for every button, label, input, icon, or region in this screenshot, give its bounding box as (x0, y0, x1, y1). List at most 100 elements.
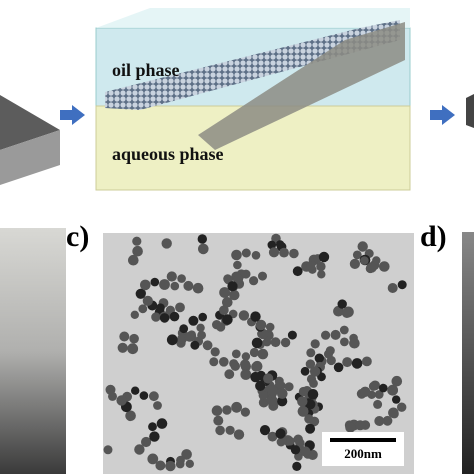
nanoparticle (241, 352, 251, 361)
nanoparticle (310, 339, 320, 349)
nanoparticle (141, 436, 152, 448)
nanoparticle (267, 431, 278, 442)
nanoparticle (258, 397, 269, 408)
nanoparticle (240, 369, 252, 380)
nanoparticle (135, 288, 146, 299)
nanoparticle (161, 238, 172, 249)
nanoparticle (233, 260, 242, 270)
nanoparticle (229, 289, 240, 301)
nanoparticle (216, 322, 226, 332)
nanoparticle (210, 347, 220, 357)
nanoparticle (397, 402, 407, 412)
nanoparticle (292, 461, 302, 471)
nanoparticle (238, 310, 250, 321)
nanoparticle (340, 337, 349, 347)
nanoparticle (316, 261, 326, 272)
nanoparticle (240, 407, 250, 417)
nanoparticle (317, 270, 326, 279)
nanoparticle (177, 274, 186, 283)
nanoparticle (391, 375, 403, 387)
nanoparticle (345, 422, 356, 433)
nanoparticle (306, 261, 316, 271)
nanoparticle (305, 359, 316, 369)
particle-film (105, 20, 400, 110)
nanoparticle (286, 436, 295, 446)
nanoparticle (198, 312, 207, 322)
nanoparticle (150, 277, 160, 287)
nanoparticle (257, 348, 269, 360)
nanoparticle (241, 248, 251, 258)
nanoparticle (295, 438, 305, 448)
nanoparticle (318, 251, 330, 263)
nanoparticle (373, 399, 383, 409)
nanoparticle (197, 234, 207, 244)
nanoparticle (165, 460, 176, 472)
nanoparticle (309, 366, 321, 377)
nanoparticle (151, 312, 161, 322)
nanoparticle (276, 396, 288, 407)
nanoparticle (196, 323, 205, 332)
panel-label: c) (66, 220, 89, 253)
aqueous-label: aqueous phase (112, 144, 224, 164)
nanoparticle (156, 418, 168, 429)
nanoparticle (249, 347, 259, 358)
nanoparticle (250, 311, 261, 322)
arrow (60, 105, 85, 125)
nanoparticle (255, 319, 267, 331)
nanoparticle (148, 422, 157, 432)
nanoparticle (211, 405, 223, 417)
nanoparticle (149, 391, 159, 402)
nanoparticle (131, 386, 140, 395)
nanoparticle (130, 310, 139, 319)
nanoparticle (309, 379, 318, 388)
nanoparticle (275, 240, 285, 249)
nanoparticle (231, 349, 241, 359)
nanoparticle (155, 460, 166, 471)
nanoparticle (263, 373, 274, 384)
nanoparticle (231, 401, 243, 413)
nanoparticle (258, 271, 267, 281)
nanoparticle (362, 356, 372, 367)
nanoparticle (179, 324, 189, 334)
nanoparticle (259, 425, 271, 436)
nanoparticle (280, 337, 291, 348)
nanoparticle (267, 385, 278, 396)
nanoparticle (127, 343, 139, 355)
nanoparticle (275, 379, 284, 389)
nanoparticle (342, 357, 353, 368)
left-block (0, 95, 60, 185)
nanoparticle (305, 423, 316, 434)
nanoparticle (105, 384, 116, 395)
nanoparticle (349, 337, 360, 349)
nanoparticle (355, 420, 366, 431)
nanoparticle (230, 361, 240, 371)
nanoparticle (284, 382, 294, 392)
nanoparticle (368, 381, 379, 391)
nanoparticle (188, 315, 199, 326)
nanoparticle (379, 383, 388, 393)
nanoparticle (292, 266, 303, 277)
nanoparticle (258, 390, 268, 400)
nanoparticle (147, 453, 159, 465)
nanoparticle (181, 449, 192, 460)
nanoparticle (387, 384, 398, 396)
nanoparticle (140, 279, 151, 291)
nanoparticle (333, 362, 344, 373)
nanoparticle (297, 396, 308, 407)
nanoparticle (321, 330, 331, 340)
nanoparticle (304, 414, 314, 424)
nanoparticle (185, 459, 194, 468)
nanoparticle (352, 250, 362, 260)
nanoparticle (183, 280, 194, 291)
nanoparticle (103, 445, 113, 455)
nanoparticle (255, 380, 266, 391)
nanoparticle (138, 304, 148, 314)
nanoparticle (222, 297, 233, 308)
scale-bar: 200nm (322, 432, 404, 466)
panel-c-image (103, 233, 414, 474)
nanoparticle (300, 366, 310, 376)
nanoparticle (132, 236, 142, 246)
nanoparticle (270, 337, 281, 348)
nanoparticle (267, 240, 277, 250)
nanoparticle (198, 243, 209, 255)
